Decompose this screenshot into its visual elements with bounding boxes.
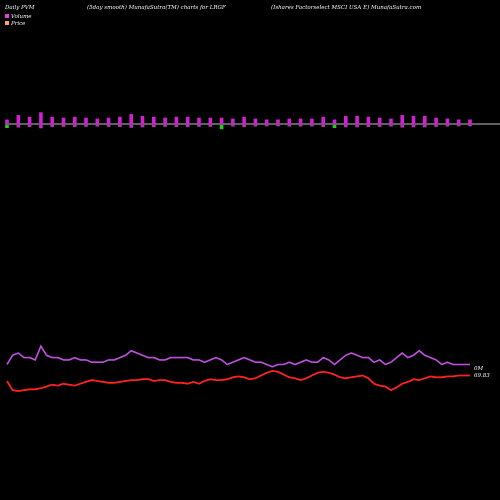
volume-bar — [332, 119, 337, 124]
legend-price-label: Price — [10, 21, 26, 27]
price-end-label: 69.83 — [474, 373, 490, 379]
volume-bar — [61, 117, 66, 124]
volume-bar — [118, 116, 122, 124]
volume-bar — [366, 116, 371, 124]
volume-bar-lower — [253, 125, 258, 127]
volume-bar — [434, 117, 438, 124]
price-line — [6, 369, 470, 393]
volume-bar — [242, 116, 246, 124]
volume-bar — [231, 118, 235, 124]
volume-bar — [276, 119, 280, 124]
volume-bar-lower — [185, 125, 190, 127]
header-right: (Ishares Factorselect MSCI USA E) Munafa… — [271, 4, 421, 11]
volume-bar-lower — [242, 125, 246, 127]
volume-bar-lower — [411, 125, 416, 128]
volume-bar — [423, 115, 427, 124]
volume-bar-lower — [264, 125, 269, 127]
volume-bar-lower — [219, 125, 224, 130]
volume-bar — [208, 117, 213, 124]
legend-volume-label: Volume — [11, 14, 32, 20]
volume-bar-lower — [163, 125, 167, 127]
volume-bar — [456, 119, 461, 124]
volume-bar-lower — [310, 125, 314, 127]
volume-bar-lower — [16, 125, 21, 128]
volume-bar — [50, 116, 54, 124]
volume-bar-lower — [106, 125, 111, 127]
volume-bar — [95, 118, 100, 124]
header-left: Daily PVM — [4, 5, 35, 11]
legend-volume-swatch — [5, 14, 9, 18]
volume-bar — [445, 118, 450, 124]
volume-bar — [106, 117, 111, 124]
volume-bar — [253, 118, 258, 124]
volume-bar-lower — [84, 125, 88, 127]
volume-bar-lower — [400, 125, 404, 128]
volume-bar-lower — [50, 125, 54, 127]
volume-bar — [468, 119, 472, 124]
volume-bar-lower — [152, 125, 156, 127]
header-center: (5day smooth) MunafaSutra(TM) charts for… — [87, 4, 226, 11]
volume-bar — [84, 117, 88, 124]
volume-bar-lower — [355, 125, 359, 128]
volume-bar-lower — [332, 125, 337, 128]
volume-bar — [389, 118, 393, 124]
volume-bar — [197, 117, 201, 124]
volume-bars — [5, 112, 472, 130]
volume-bar — [174, 116, 179, 124]
volume-bar-lower — [118, 125, 122, 127]
volume-bar-lower — [61, 125, 66, 127]
volume-bar-lower — [456, 125, 461, 127]
volume-bar — [152, 116, 156, 124]
volume-bar-lower — [231, 125, 235, 127]
volume-bar-lower — [468, 125, 472, 127]
volume-bar-lower — [366, 125, 371, 127]
volume-bar-lower — [208, 125, 213, 127]
volume-bar — [298, 118, 303, 124]
volume-bar — [27, 116, 32, 124]
volume-bar-lower — [174, 125, 179, 127]
legend-price-swatch — [5, 21, 9, 25]
volume-bar — [129, 114, 133, 124]
volume-bar-lower — [5, 125, 9, 128]
volume-bar — [219, 117, 224, 124]
volume-bar-lower — [39, 125, 43, 129]
volume-line — [6, 344, 470, 368]
volume-bar — [321, 116, 325, 124]
volume-bar — [163, 117, 167, 124]
volume-bar-lower — [321, 125, 325, 127]
volume-bar-lower — [445, 125, 450, 127]
volume-bar-lower — [276, 125, 280, 127]
volume-bar — [377, 117, 382, 124]
volume-bar-lower — [377, 125, 382, 127]
volume-bar — [73, 116, 77, 124]
volume-bar — [400, 115, 404, 124]
volume-bar — [16, 115, 21, 124]
volume-bar — [5, 119, 9, 124]
volume-bar-lower — [423, 125, 427, 128]
volume-bar — [264, 119, 269, 124]
volume-bar-lower — [95, 125, 100, 127]
volume-bar — [287, 118, 292, 124]
volume-bar-lower — [287, 125, 292, 127]
volume-bar — [185, 116, 190, 124]
volume-end-label: 0M — [474, 366, 483, 372]
volume-bar-lower — [27, 125, 32, 127]
volume-bar — [39, 112, 43, 124]
volume-bar — [140, 115, 145, 124]
volume-bar-lower — [140, 125, 145, 128]
volume-bar-lower — [389, 125, 393, 127]
volume-bar-lower — [73, 125, 77, 127]
volume-bar-lower — [344, 125, 348, 128]
volume-bar-lower — [298, 125, 303, 127]
volume-bar — [344, 115, 348, 124]
volume-bar — [355, 115, 359, 124]
volume-bar-lower — [197, 125, 201, 127]
volume-bar — [411, 115, 416, 124]
volume-bar-lower — [129, 125, 133, 128]
volume-bar — [310, 118, 314, 124]
volume-bar-lower — [434, 125, 438, 127]
